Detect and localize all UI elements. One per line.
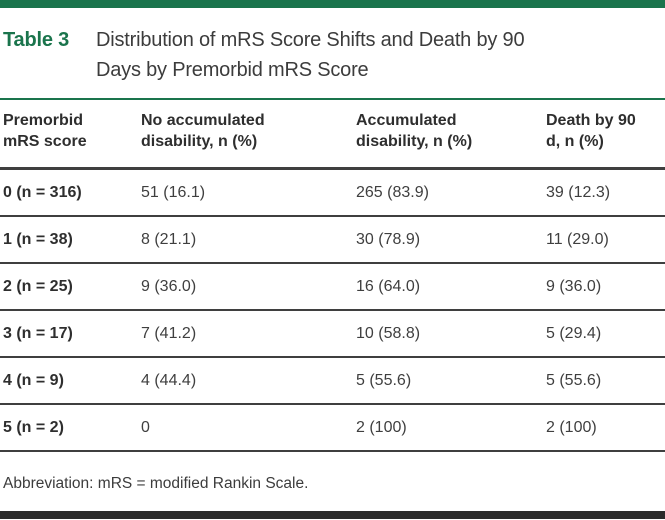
cell-accumulated-disability: 5 (55.6) bbox=[356, 371, 412, 389]
journal-accent-bar bbox=[0, 0, 665, 8]
cell-no-accumulated-disability: 8 (21.1) bbox=[141, 230, 197, 248]
table-row-mrs-5: 5 (n = 2) 0 2 (100) 2 (100) bbox=[0, 405, 665, 452]
table-row-mrs-0: 0 (n = 316) 51 (16.1) 265 (83.9) 39 (12.… bbox=[0, 170, 665, 217]
table-header-row: Premorbid mRS score No accumulated disab… bbox=[0, 100, 665, 170]
row-label: 4 (n = 9) bbox=[3, 371, 64, 389]
table-title: Distribution of mRS Score Shifts and Dea… bbox=[96, 25, 525, 85]
title-divider-rule bbox=[0, 98, 665, 100]
cell-death-by-90d: 39 (12.3) bbox=[546, 183, 611, 201]
table-row-mrs-2: 2 (n = 25) 9 (36.0) 16 (64.0) 9 (36.0) bbox=[0, 264, 665, 311]
column-header-premorbid-mrs: Premorbid mRS score bbox=[3, 112, 87, 150]
table-row-mrs-4: 4 (n = 9) 4 (44.4) 5 (55.6) 5 (55.6) bbox=[0, 358, 665, 405]
column-header-death-by-90d: Death by 90 d, n (%) bbox=[546, 112, 636, 150]
cell-no-accumulated-disability: 9 (36.0) bbox=[141, 277, 197, 295]
cell-death-by-90d: 5 (55.6) bbox=[546, 371, 602, 389]
table-title-block: Table 3 Distribution of mRS Score Shifts… bbox=[0, 8, 665, 85]
cell-no-accumulated-disability: 7 (41.2) bbox=[141, 324, 197, 342]
column-header-accumulated-disability: Accumulated disability, n (%) bbox=[356, 112, 473, 150]
cell-accumulated-disability: 265 (83.9) bbox=[356, 183, 429, 201]
row-label: 2 (n = 25) bbox=[3, 277, 73, 295]
bottom-border-bar bbox=[0, 511, 665, 519]
cell-death-by-90d: 9 (36.0) bbox=[546, 277, 602, 295]
table-row-mrs-3: 3 (n = 17) 7 (41.2) 10 (58.8) 5 (29.4) bbox=[0, 311, 665, 358]
cell-accumulated-disability: 2 (100) bbox=[356, 418, 407, 436]
table-row-mrs-1: 1 (n = 38) 8 (21.1) 30 (78.9) 11 (29.0) bbox=[0, 217, 665, 264]
cell-death-by-90d: 11 (29.0) bbox=[546, 230, 609, 248]
cell-no-accumulated-disability: 51 (16.1) bbox=[141, 183, 206, 201]
cell-no-accumulated-disability: 4 (44.4) bbox=[141, 371, 197, 389]
table-title-line-1: Distribution of mRS Score Shifts and Dea… bbox=[96, 29, 525, 51]
cell-death-by-90d: 5 (29.4) bbox=[546, 324, 602, 342]
cell-accumulated-disability: 10 (58.8) bbox=[356, 324, 421, 342]
cell-death-by-90d: 2 (100) bbox=[546, 418, 597, 436]
row-label: 0 (n = 316) bbox=[3, 183, 82, 201]
abbreviation-footnote: Abbreviation: mRS = modified Rankin Scal… bbox=[3, 475, 309, 492]
cell-no-accumulated-disability: 0 bbox=[141, 418, 150, 436]
row-label: 5 (n = 2) bbox=[3, 418, 64, 436]
table-title-line-2: Days by Premorbid mRS Score bbox=[96, 59, 369, 81]
column-header-no-accumulated-disability: No accumulated disability, n (%) bbox=[141, 112, 265, 150]
row-label: 1 (n = 38) bbox=[3, 230, 73, 248]
row-label: 3 (n = 17) bbox=[3, 324, 73, 342]
cell-accumulated-disability: 30 (78.9) bbox=[356, 230, 421, 248]
table-number-label: Table 3 bbox=[3, 29, 70, 51]
cell-accumulated-disability: 16 (64.0) bbox=[356, 277, 421, 295]
